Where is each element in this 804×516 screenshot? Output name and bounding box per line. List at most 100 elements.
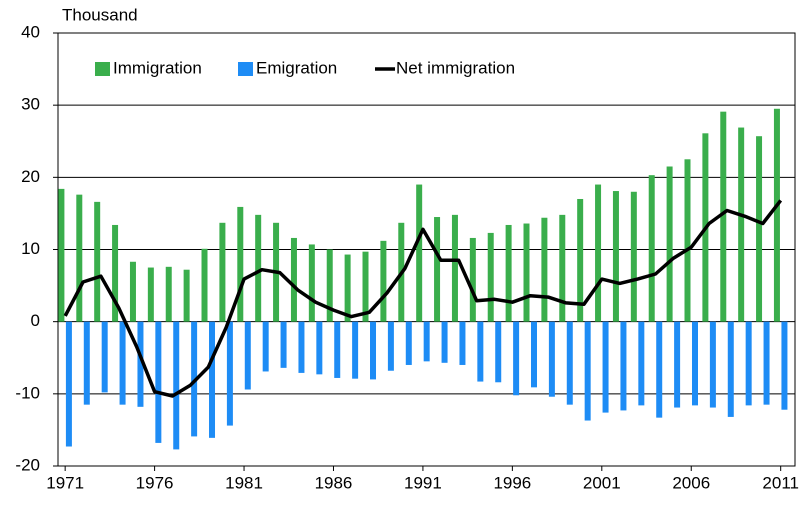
x-tick-label: 1996 [493, 473, 531, 492]
bar [101, 321, 108, 393]
bar [691, 321, 698, 406]
bar [112, 224, 119, 322]
bar [648, 175, 655, 322]
bar [237, 206, 244, 322]
bar [244, 321, 251, 390]
bar [255, 214, 262, 322]
bar [674, 321, 681, 408]
bar [720, 111, 727, 322]
bar [620, 321, 627, 411]
x-tick-label: 1971 [46, 473, 84, 492]
bar [451, 214, 458, 322]
bar [656, 321, 663, 418]
bar [602, 321, 609, 413]
bar [441, 321, 448, 363]
bar [416, 184, 423, 322]
y-axis-label: Thousand [62, 5, 138, 24]
bar [65, 321, 72, 447]
bar [352, 321, 359, 379]
bar [523, 223, 530, 322]
bar [756, 136, 763, 322]
bar [58, 188, 65, 322]
bar [531, 321, 538, 388]
legend-swatch [95, 62, 110, 76]
bar [280, 321, 287, 368]
bar [137, 321, 144, 407]
y-tick-label: -10 [15, 383, 40, 402]
y-tick-label: 20 [21, 167, 40, 186]
legend-swatch [238, 62, 253, 76]
bar [147, 267, 154, 322]
bar [763, 321, 770, 405]
legend-label: Net immigration [396, 58, 515, 77]
bar [362, 251, 369, 322]
x-tick-label: 1986 [315, 473, 353, 492]
bar [209, 321, 216, 438]
bar [709, 321, 716, 408]
y-tick-label: 40 [21, 22, 40, 41]
bar [638, 321, 645, 406]
bar [308, 244, 315, 322]
bar [469, 237, 476, 322]
bar [370, 321, 377, 380]
bar [290, 237, 297, 322]
bar [387, 321, 394, 371]
bar [183, 269, 190, 322]
x-tick-label: 2006 [672, 473, 710, 492]
bar [83, 321, 90, 405]
bar [495, 321, 502, 383]
bar [380, 240, 387, 322]
legend-label: Emigration [256, 58, 337, 77]
bar [173, 321, 180, 450]
bar [781, 321, 788, 410]
bar [684, 159, 691, 322]
net-line [63, 199, 783, 398]
bar [129, 261, 136, 322]
bar [94, 201, 101, 322]
bar [334, 321, 341, 378]
bar [541, 217, 548, 322]
bar [76, 194, 83, 322]
bar [262, 321, 269, 372]
bar [434, 217, 441, 322]
bar [612, 191, 619, 322]
bar [566, 321, 573, 405]
bar [727, 321, 734, 417]
y-tick-label: 30 [21, 95, 40, 114]
bar [745, 321, 752, 406]
bar [119, 321, 126, 405]
bar [155, 321, 162, 443]
y-tick-label: 10 [21, 239, 40, 258]
bar [773, 108, 780, 322]
bar [298, 321, 305, 373]
bar [630, 191, 637, 322]
bar [219, 222, 226, 322]
bar [584, 321, 591, 421]
bar [326, 249, 333, 322]
bar [513, 321, 520, 396]
bar [595, 184, 602, 322]
x-tick-label: 2001 [583, 473, 621, 492]
legend-label: Immigration [113, 58, 202, 77]
bar [201, 248, 208, 322]
bar [423, 321, 430, 362]
y-tick-label: -20 [15, 455, 40, 474]
x-tick-label: 1991 [404, 473, 442, 492]
bar [316, 321, 323, 375]
bar [666, 166, 673, 322]
y-tick-label: 0 [31, 311, 40, 330]
bar [505, 224, 512, 322]
bar [738, 127, 745, 322]
bar [405, 321, 412, 365]
bar [459, 321, 466, 365]
bar [477, 321, 484, 382]
bar [226, 321, 233, 426]
x-tick-label: 2011 [762, 473, 799, 492]
bar [487, 232, 494, 322]
bar [165, 266, 172, 322]
bar [559, 214, 566, 322]
x-tick-label: 1981 [225, 473, 263, 492]
bar [548, 321, 555, 397]
bar [344, 254, 351, 322]
